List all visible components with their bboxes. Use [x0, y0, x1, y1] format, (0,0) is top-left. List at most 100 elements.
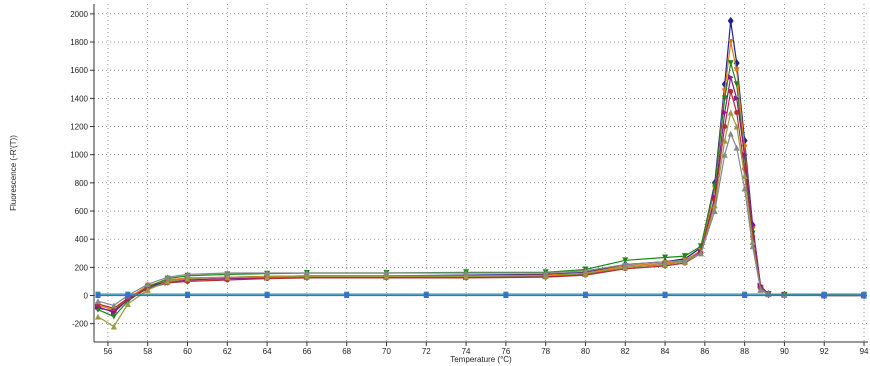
data-point [542, 269, 549, 276]
data-point [144, 281, 151, 288]
data-point [734, 109, 740, 115]
x-tick-label: 80 [581, 347, 590, 356]
data-point [721, 151, 728, 158]
data-point [741, 172, 748, 179]
data-point [727, 16, 734, 25]
data-point [224, 274, 231, 281]
x-tick-label: 74 [462, 347, 471, 356]
y-tick-label: 2000 [70, 10, 88, 19]
data-point [94, 298, 101, 305]
y-tick-label: 1600 [70, 66, 88, 75]
data-point [662, 258, 669, 265]
data-point [110, 302, 117, 309]
data-point [110, 313, 117, 320]
data-point [757, 286, 764, 293]
data-point [463, 269, 470, 276]
series [94, 16, 868, 316]
y-tick-label: 0 [84, 292, 89, 301]
data-point [383, 273, 390, 280]
data-point [423, 293, 429, 299]
x-tick-label: 92 [820, 347, 829, 356]
data-point [622, 257, 629, 264]
data-point [733, 123, 740, 130]
data-point [582, 293, 588, 299]
data-point [503, 293, 509, 299]
data-point [749, 243, 756, 250]
data-point [727, 60, 734, 67]
x-tick-label: 58 [143, 347, 152, 356]
tick-labels: 56 58 60 62 64 66 68 70 72 74 76 78 80 82 84 86 88 90 92 94… [70, 10, 869, 356]
y-tick-label: 200 [75, 263, 89, 272]
y-tick-label: -200 [72, 320, 89, 329]
data-point [164, 274, 171, 281]
data-point [110, 309, 117, 316]
data-point [741, 144, 748, 151]
data-point [681, 253, 688, 260]
series [94, 74, 868, 316]
data-point [781, 291, 788, 298]
data-point [727, 130, 734, 137]
data-point [728, 88, 734, 94]
data-point [264, 269, 271, 276]
data-point [742, 293, 748, 299]
data-point [582, 267, 589, 274]
data-point [711, 208, 718, 215]
y-tick-label: 1000 [70, 151, 88, 160]
x-tick-label: 84 [661, 347, 670, 356]
data-point [383, 269, 390, 276]
y-tick-label: 1200 [70, 123, 88, 132]
data-point [733, 144, 740, 151]
series-line [97, 131, 864, 307]
data-point [184, 275, 191, 282]
data-point [124, 300, 131, 307]
series-line [97, 41, 864, 311]
data-point [721, 109, 728, 116]
data-point [861, 293, 867, 299]
data-point [733, 95, 740, 102]
series-group [94, 16, 868, 330]
x-tick-label: 90 [780, 347, 789, 356]
data-point [264, 274, 271, 281]
axes [90, 4, 868, 346]
y-axis-title: Fluorescence (-R'(T)) [9, 135, 18, 211]
x-tick-label: 78 [541, 347, 550, 356]
data-point [184, 271, 191, 278]
data-point [711, 202, 718, 209]
data-point [185, 293, 191, 299]
x-tick-label: 62 [223, 347, 232, 356]
data-point [344, 293, 350, 299]
x-tick-label: 94 [860, 347, 869, 356]
data-point [733, 67, 740, 74]
x-tick-label: 60 [183, 347, 192, 356]
data-point [727, 74, 734, 81]
data-point [463, 273, 470, 280]
data-point [722, 124, 728, 130]
data-point [727, 109, 734, 116]
data-point [125, 293, 131, 299]
data-point [727, 39, 734, 46]
y-tick-label: 1800 [70, 38, 88, 47]
data-point [721, 95, 728, 102]
data-point [733, 81, 740, 88]
data-point [662, 254, 669, 261]
x-tick-label: 82 [621, 347, 630, 356]
data-point [681, 257, 688, 264]
data-point [144, 286, 151, 293]
x-tick-label: 68 [342, 347, 351, 356]
grid [94, 4, 868, 342]
data-point [164, 278, 171, 285]
x-tick-label: 86 [700, 347, 709, 356]
x-tick-label: 66 [302, 347, 311, 356]
data-point [622, 261, 629, 268]
data-point [303, 273, 310, 280]
data-point [821, 293, 827, 299]
data-point [95, 293, 101, 299]
x-tick-label: 72 [422, 347, 431, 356]
data-point [303, 269, 310, 276]
data-point [721, 137, 728, 144]
x-tick-label: 88 [740, 347, 749, 356]
x-axis-title: Temperature (°C) [450, 355, 512, 364]
series [95, 293, 867, 299]
y-tick-label: 600 [75, 207, 89, 216]
